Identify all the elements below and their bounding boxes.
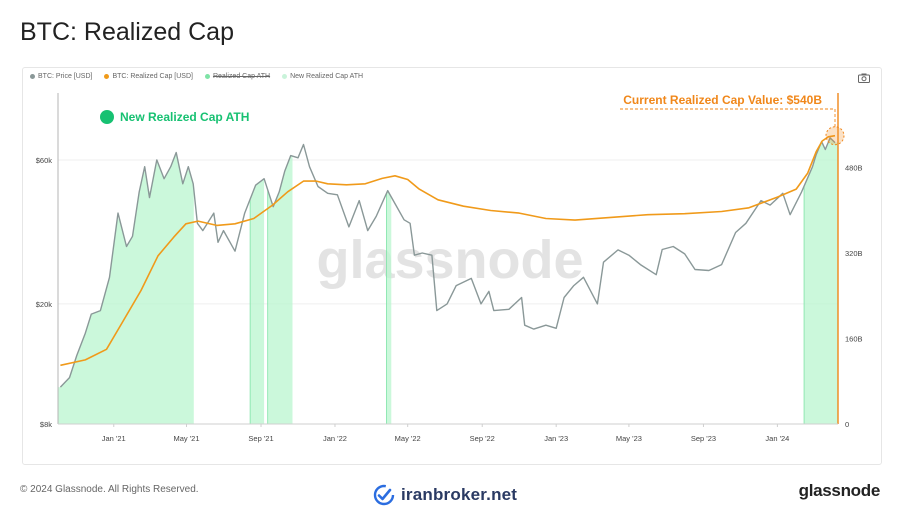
partner-mark-text: iranbroker.net xyxy=(401,485,518,504)
legend-item-realized-cap-ath[interactable]: Realized Cap ATH xyxy=(204,73,271,80)
ath-region xyxy=(804,138,838,424)
legend-swatch-price xyxy=(30,74,35,79)
copyright-text: © 2024 Glassnode. All Rights Reserved. xyxy=(20,484,199,495)
page-title: BTC: Realized Cap xyxy=(20,18,234,46)
price-series-line xyxy=(59,137,836,388)
current-value-marker xyxy=(825,126,845,146)
ath-region xyxy=(58,153,194,424)
legend-swatch-new-ath xyxy=(282,74,288,79)
ath-annotation-label: New Realized Cap ATH xyxy=(120,110,249,124)
ath-region xyxy=(267,155,293,424)
x-tick-label: Jan '21 xyxy=(102,434,126,443)
ath-annotation-dot xyxy=(100,110,114,124)
x-tick-label: May '22 xyxy=(395,434,421,443)
chart-legend: BTC: Price [USD] BTC: Realized Cap [USD]… xyxy=(30,73,363,80)
x-tick-label: Jan '23 xyxy=(544,434,568,443)
y-left-tick-label: $20k xyxy=(36,300,53,309)
legend-item-realized-cap[interactable]: BTC: Realized Cap [USD] xyxy=(104,73,193,80)
y-left-tick-label: $8k xyxy=(40,420,52,429)
partner-mark: iranbroker.net xyxy=(373,484,517,506)
watermark-text: glassnode xyxy=(316,230,583,290)
x-tick-label: Jan '22 xyxy=(323,434,347,443)
legend-swatch-realized-cap-ath xyxy=(204,74,210,79)
checkmark-logo-icon xyxy=(373,484,395,506)
y-right-tick-label: 480B xyxy=(845,164,863,173)
legend-label-realized-cap: BTC: Realized Cap [USD] xyxy=(112,73,193,80)
legend-item-new-ath[interactable]: New Realized Cap ATH xyxy=(282,73,363,80)
current-value-annotation-label: Current Realized Cap Value: $540B xyxy=(623,93,822,107)
x-tick-label: Sep '21 xyxy=(248,434,273,443)
ath-region xyxy=(386,190,392,424)
y-left-tick-label: $60k xyxy=(36,156,53,165)
x-tick-label: Sep '22 xyxy=(470,434,495,443)
y-right-tick-label: 0 xyxy=(845,420,849,429)
legend-label-realized-cap-ath: Realized Cap ATH xyxy=(212,73,271,80)
current-value-leader-line xyxy=(620,108,836,127)
ath-region xyxy=(250,178,265,424)
y-right-tick-label: 160B xyxy=(845,335,863,344)
legend-item-price[interactable]: BTC: Price [USD] xyxy=(30,73,92,80)
y-right-tick-label: 320B xyxy=(845,249,863,258)
x-tick-label: Sep '23 xyxy=(691,434,716,443)
brand-logo: glassnode xyxy=(798,481,881,500)
realized-cap-series-line xyxy=(60,134,836,367)
x-tick-label: Jan '24 xyxy=(765,434,789,443)
legend-swatch-realized-cap xyxy=(104,74,110,79)
x-tick-label: May '23 xyxy=(616,434,642,443)
camera-icon[interactable] xyxy=(858,73,870,83)
x-tick-label: May '21 xyxy=(173,434,199,443)
legend-label-new-ath: New Realized Cap ATH xyxy=(290,73,364,80)
legend-label-price: BTC: Price [USD] xyxy=(38,73,93,80)
